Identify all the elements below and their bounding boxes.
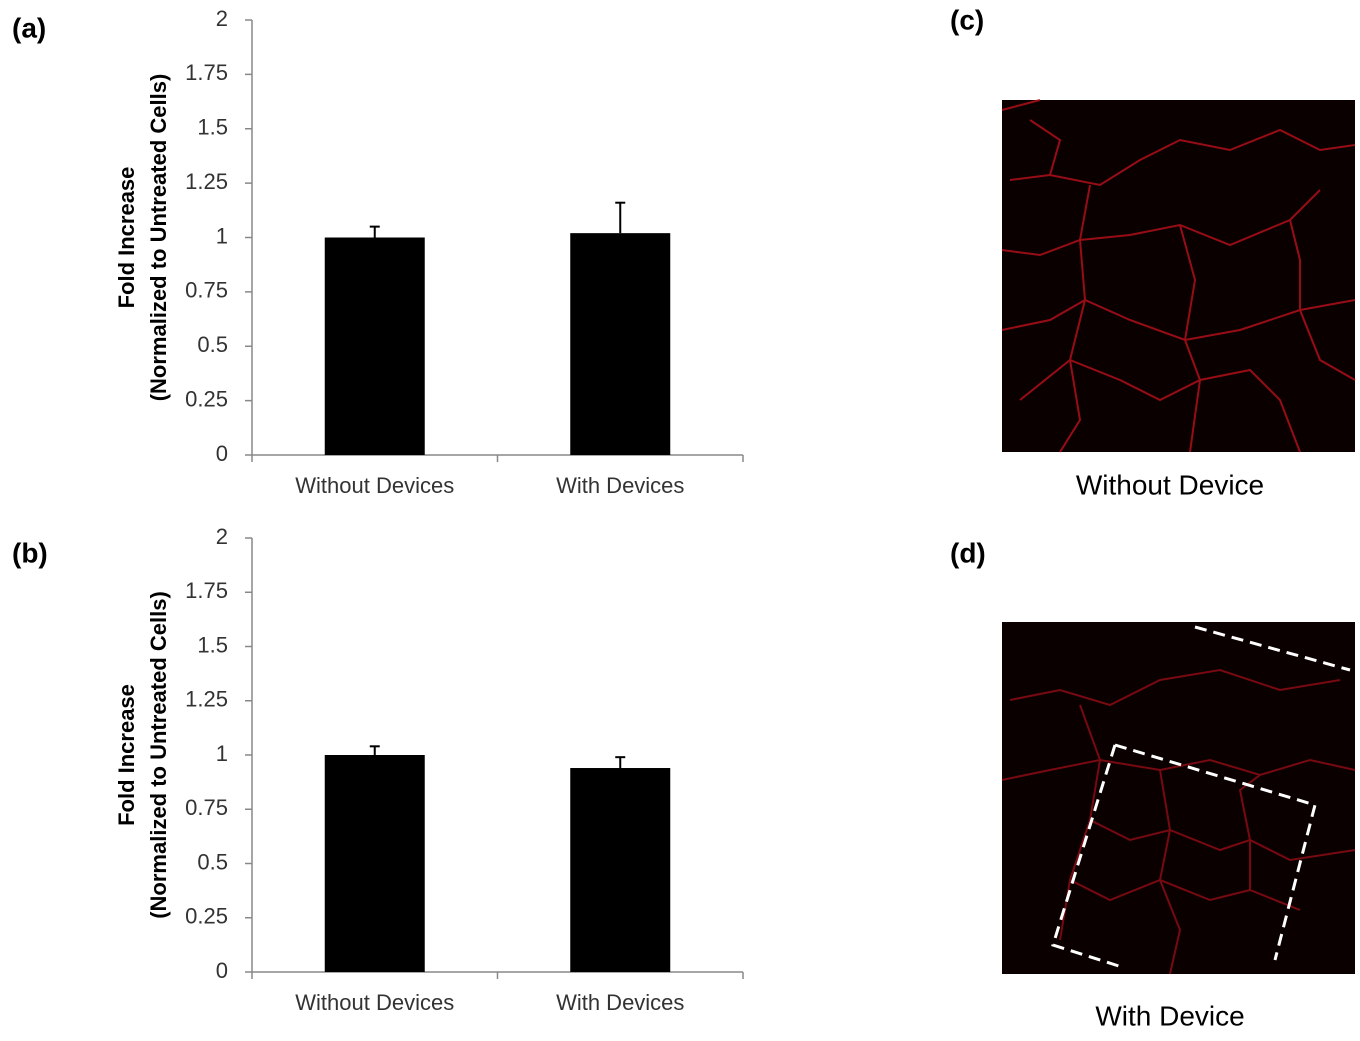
y-axis-label: Fold Increase xyxy=(114,167,139,309)
y-tick-label: 0.75 xyxy=(185,795,228,820)
y-tick-label: 1.25 xyxy=(185,687,228,712)
y-tick-label: 2 xyxy=(216,6,228,31)
bar xyxy=(570,768,671,972)
image-caption: With Device xyxy=(1095,1000,1244,1031)
x-tick-label: With Devices xyxy=(556,990,684,1015)
y-axis-label: (Normalized to Untreated Cells) xyxy=(146,74,171,402)
image-caption: Without Device xyxy=(1076,469,1264,500)
panel-label: (b) xyxy=(12,537,48,568)
bar xyxy=(324,755,425,972)
y-tick-label: 1.5 xyxy=(197,115,228,140)
x-tick-label: With Devices xyxy=(556,473,684,498)
y-axis-label: (Normalized to Untreated Cells) xyxy=(146,591,171,919)
error-bar xyxy=(615,756,626,769)
error-bar xyxy=(369,225,380,238)
y-tick-label: 0 xyxy=(216,441,228,466)
y-tick-label: 2 xyxy=(216,524,228,549)
y-tick-label: 0.5 xyxy=(197,849,228,874)
micrograph-c xyxy=(1001,99,1356,453)
y-tick-label: 1 xyxy=(216,741,228,766)
error-bar xyxy=(615,201,626,234)
bar xyxy=(570,233,671,455)
y-tick-label: 0.5 xyxy=(197,332,228,357)
bar xyxy=(324,237,425,455)
panel-label: (a) xyxy=(12,12,46,43)
y-tick-label: 1.75 xyxy=(185,60,228,85)
y-tick-label: 1.5 xyxy=(197,632,228,657)
y-tick-label: 1.25 xyxy=(185,169,228,194)
y-tick-label: 0.25 xyxy=(185,386,228,411)
micrograph-d xyxy=(1001,622,1356,975)
x-tick-label: Without Devices xyxy=(295,473,454,498)
y-tick-label: 1.75 xyxy=(185,578,228,603)
x-tick-label: Without Devices xyxy=(295,990,454,1015)
panel-label: (d) xyxy=(950,537,986,568)
y-tick-label: 0.75 xyxy=(185,278,228,303)
y-tick-label: 0 xyxy=(216,958,228,983)
y-tick-label: 1 xyxy=(216,223,228,248)
error-bar xyxy=(369,745,380,755)
y-tick-label: 0.25 xyxy=(185,904,228,929)
panel-label: (c) xyxy=(950,4,984,35)
y-axis-label: Fold Increase xyxy=(114,684,139,826)
